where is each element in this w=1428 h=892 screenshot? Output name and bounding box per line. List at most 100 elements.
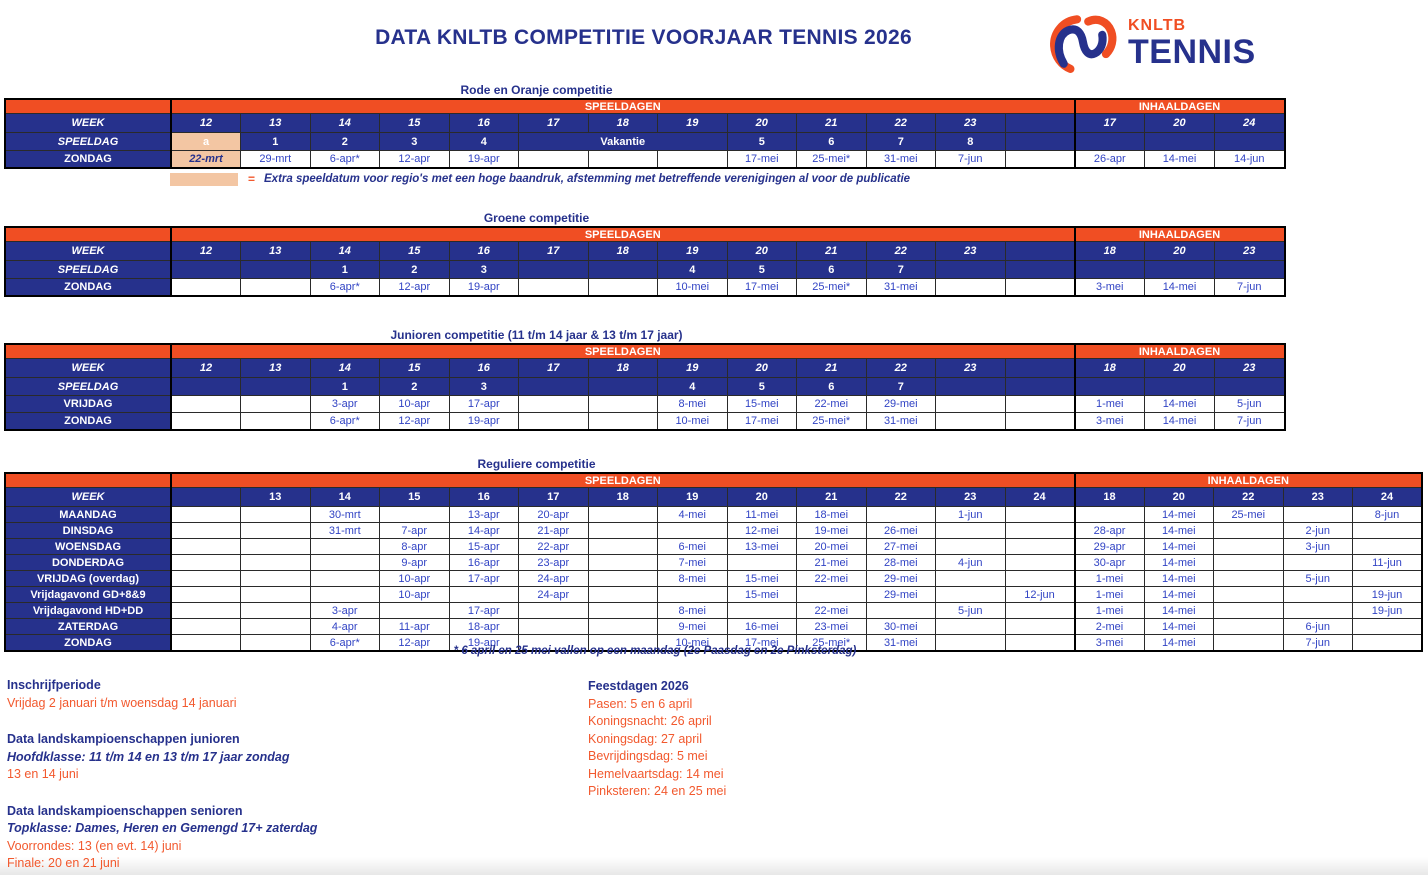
date-cell: 27-mei xyxy=(865,538,936,555)
date-cell xyxy=(309,586,380,603)
date-cell xyxy=(1004,506,1075,523)
inhaal-week-cell: 23 xyxy=(1282,487,1353,507)
date-cell xyxy=(935,570,1006,587)
speeldag-cell: Vakantie xyxy=(518,132,728,151)
inhaal-date-cell xyxy=(1213,602,1284,619)
date-cell: 6-apr* xyxy=(309,634,380,652)
week-cell: 17 xyxy=(518,487,589,507)
week-label: WEEK xyxy=(4,358,172,378)
date-cell xyxy=(240,278,311,297)
speeldag-cell: 4 xyxy=(657,377,728,396)
week-cell: 18 xyxy=(587,241,658,261)
date-cell xyxy=(935,586,1006,603)
date-cell: 31-mei xyxy=(865,412,936,431)
speeldag-cell: 5 xyxy=(726,260,797,279)
date-cell xyxy=(518,602,589,619)
date-cell: 12-mei xyxy=(726,522,797,539)
speeldag-cell xyxy=(170,260,241,279)
date-cell: 3-apr xyxy=(309,395,380,413)
week-cell: 15 xyxy=(379,241,450,261)
inhaal-date-cell: 30-apr xyxy=(1073,554,1145,571)
date-cell: 15-mei xyxy=(726,570,797,587)
date-cell: 14-apr xyxy=(448,522,519,539)
inhaal-date-cell xyxy=(1213,586,1284,603)
date-cell xyxy=(170,570,241,587)
logo-text: KNLTB TENNIS xyxy=(1128,17,1256,69)
date-cell xyxy=(657,150,728,169)
date-cell xyxy=(587,522,658,539)
inhaaldagen-header: INHAALDAGEN xyxy=(1073,343,1285,359)
date-cell: 17-apr xyxy=(448,395,519,413)
table-corner xyxy=(4,226,172,242)
date-cell xyxy=(1004,150,1075,169)
inhaal-speeldag-cell xyxy=(1214,132,1285,151)
date-cell xyxy=(587,538,658,555)
week-cell xyxy=(1004,358,1075,378)
inhaal-week-cell: 18 xyxy=(1073,358,1145,378)
speeldag-cell: 1 xyxy=(240,132,311,151)
inhaal-date-cell: 14-jun xyxy=(1214,150,1285,169)
speeldag-cell xyxy=(518,260,589,279)
week-cell: 15 xyxy=(379,113,450,133)
inhaal-date-cell: 1-mei xyxy=(1073,570,1145,587)
date-cell xyxy=(240,395,311,413)
inhaal-date-cell: 5-jun xyxy=(1282,570,1353,587)
inhaal-date-cell: 14-mei xyxy=(1143,634,1214,652)
date-cell xyxy=(1004,278,1075,297)
inhaal-date-cell: 14-mei xyxy=(1144,278,1215,297)
date-cell xyxy=(518,278,589,297)
speeldag-cell: 1 xyxy=(309,260,380,279)
table-junioren: SPEELDAGEN INHAALDAGEN WEEK 12 13 14 15 16 17 18 1… xyxy=(4,343,1286,431)
table-groene: SPEELDAGEN INHAALDAGEN WEEK 12 13 14 15 16 17 18 1… xyxy=(4,226,1286,297)
inhaal-date-cell: 14-mei xyxy=(1143,506,1214,523)
speeldag-cell: 4 xyxy=(448,132,519,151)
date-cell xyxy=(935,538,1006,555)
date-cell: 10-mei xyxy=(657,412,728,431)
note-line: Hoofdklasse: 11 t/m 14 en 13 t/m 17 jaar… xyxy=(7,749,290,764)
note-line: Finale: 20 en 21 juni xyxy=(7,856,120,871)
inhaal-date-cell: 7-jun xyxy=(1214,412,1285,431)
inhaal-date-cell: 28-apr xyxy=(1073,522,1145,539)
note-line: Vrijdag 2 januari t/m woensdag 14 januar… xyxy=(7,695,237,710)
week-cell: 19 xyxy=(657,241,728,261)
extra-speeldag-swatch xyxy=(170,172,238,186)
date-cell: 25-mei* xyxy=(796,278,867,297)
date-cell xyxy=(309,538,380,555)
inhaal-week-cell: 22 xyxy=(1213,487,1284,507)
date-cell: 12-apr xyxy=(379,412,450,431)
week-cell: 12 xyxy=(170,358,241,378)
table-rode-oranje: SPEELDAGEN INHAALDAGEN WEEK 12 13 14 15 16 17 18 1… xyxy=(4,98,1286,186)
week-cell: 18 xyxy=(587,358,658,378)
extra-speeldag-legend: = Extra speeldatum voor regio's met een h… xyxy=(170,172,1286,186)
date-cell: 5-jun xyxy=(935,602,1006,619)
speeldag-cell: 6 xyxy=(796,260,867,279)
date-cell: 17-mei xyxy=(726,634,797,652)
inhaal-date-cell: 5-jun xyxy=(1214,395,1285,413)
week-cell: 23 xyxy=(935,113,1006,133)
date-cell xyxy=(935,278,1006,297)
speeldag-cell: 8 xyxy=(935,132,1006,151)
date-cell xyxy=(657,586,728,603)
day-label: ZATERDAG xyxy=(4,618,172,635)
legend-text: Extra speeldatum voor regio's met een ho… xyxy=(264,173,911,185)
holidays-heading: Feestdagen 2026 xyxy=(588,679,689,693)
week-cell: 12 xyxy=(170,241,241,261)
page-title: DATA KNLTB COMPETITIE VOORJAAR TENNIS 20… xyxy=(375,26,912,49)
date-cell xyxy=(170,522,241,539)
inhaal-date-cell: 6-jun xyxy=(1282,618,1353,635)
inhaal-speeldag-cell xyxy=(1144,132,1215,151)
week-cell xyxy=(1004,241,1075,261)
inhaal-week-cell: 18 xyxy=(1073,241,1145,261)
date-cell: 29-mei xyxy=(865,395,936,413)
week-cell: 23 xyxy=(935,487,1006,507)
inhaal-date-cell: 1-mei xyxy=(1073,602,1145,619)
inhaal-date-cell xyxy=(1073,506,1145,523)
week-cell: 20 xyxy=(726,113,797,133)
inhaal-date-cell xyxy=(1282,602,1353,619)
speeldag-cell xyxy=(935,260,1006,279)
holiday-line: Koningsnacht: 26 april xyxy=(588,714,712,729)
inhaaldagen-header: INHAALDAGEN xyxy=(1073,472,1423,488)
date-cell xyxy=(309,570,380,587)
week-cell: 18 xyxy=(587,113,658,133)
